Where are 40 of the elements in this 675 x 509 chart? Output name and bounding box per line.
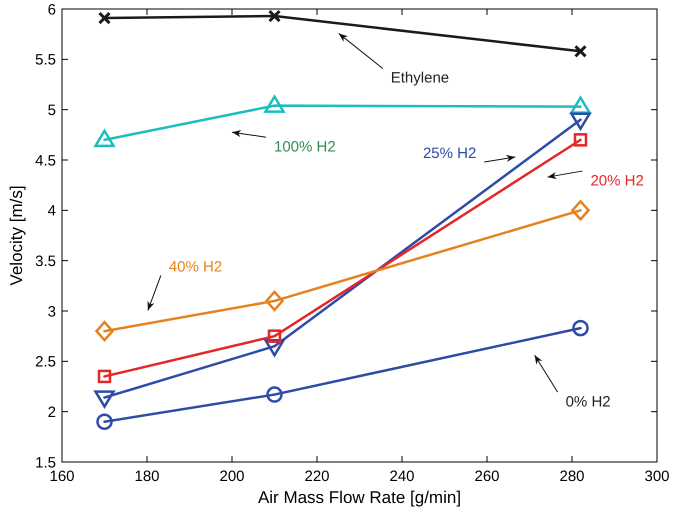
x-tick-label: 260 — [474, 468, 500, 485]
x-axis-title: Air Mass Flow Rate [g/min] — [258, 488, 462, 507]
y-tick-label: 2 — [48, 404, 56, 421]
point — [574, 44, 587, 58]
y-tick-label: 4 — [48, 202, 56, 220]
point — [570, 112, 591, 130]
x-tick-label: 300 — [644, 468, 670, 485]
point — [268, 329, 282, 343]
point — [94, 390, 115, 408]
y-tick-label: 2.5 — [35, 354, 56, 371]
y-tick-label: 3.5 — [35, 252, 56, 270]
point — [268, 10, 281, 23]
annotation: 25% H2 — [422, 145, 476, 162]
annotation: 20% H2 — [590, 172, 644, 190]
y-tick-label: 5 — [48, 102, 56, 119]
point — [96, 413, 113, 430]
x-tick-label: 280 — [559, 468, 585, 485]
point — [95, 320, 114, 342]
x-tick-label: 200 — [219, 468, 245, 485]
annotation: 0% H2 — [566, 393, 611, 410]
y-tick-label: 4.5 — [35, 152, 56, 170]
point — [266, 386, 283, 403]
x-tick-label: 180 — [134, 468, 160, 485]
point — [94, 130, 115, 148]
annotation: 100% H2 — [274, 138, 336, 156]
y-tick-label: 5.5 — [35, 52, 56, 69]
y-axis-title: Velocity [m/s] — [7, 185, 26, 286]
y-tick-label: 3 — [48, 303, 56, 320]
point — [264, 338, 285, 356]
point — [265, 290, 284, 312]
annotation: Ethylene — [390, 70, 450, 87]
point — [572, 320, 589, 336]
y-tick-label: 6 — [48, 1, 56, 18]
x-tick-label: 220 — [304, 468, 330, 485]
point — [574, 133, 588, 147]
point — [98, 370, 112, 384]
point — [98, 12, 111, 25]
x-tick-label: 240 — [389, 468, 415, 485]
point — [571, 200, 590, 221]
annotation: 40% H2 — [168, 258, 222, 276]
